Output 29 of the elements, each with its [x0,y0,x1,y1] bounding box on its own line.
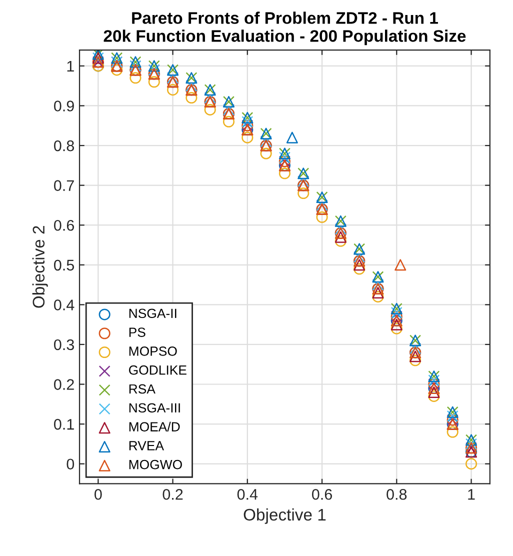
legend-label: GODLIKE [129,365,186,375]
x-tick-label: 0 [94,488,102,500]
y-tick-label: 0.7 [54,180,74,192]
x-tick-label: 0.8 [386,488,407,500]
y-tick-label: 0.6 [54,220,74,231]
y-tick-label: 0.8 [54,140,74,152]
legend-label: NSGA-II [129,308,176,318]
legend-label: MOEA/D [129,422,180,432]
legend-label: RVEA [129,441,164,450]
legend-label: MOGWO [129,460,182,470]
legend-label: NSGA-III [129,403,180,413]
x-tick-label: 0.4 [237,488,258,500]
x-axis-title: Objective 1 [244,508,326,524]
y-tick-label: 0 [66,458,74,470]
legend-label: RSA [129,384,156,394]
legend-label: PS [129,328,146,337]
y-tick-label: 1 [67,60,74,72]
y-tick-label: 0.3 [54,339,74,350]
y-tick-label: 0.2 [54,379,74,390]
x-tick-label: 1 [468,489,475,500]
legend-label: MOPSO [129,346,177,356]
y-axis-title: Objective 2 [32,226,48,308]
y-tick-label: 0.1 [54,418,74,430]
x-tick-label: 0.2 [162,488,183,500]
y-tick-label: 0.9 [54,100,74,112]
chart-title: Pareto Fronts of Problem ZDT2 - Run 1 20k Function Evaluation - 200 Population Size [104,12,466,46]
x-tick-label: 0.6 [312,488,332,500]
y-tick-label: 0.5 [54,260,74,271]
y-tick-label: 0.4 [54,300,74,310]
